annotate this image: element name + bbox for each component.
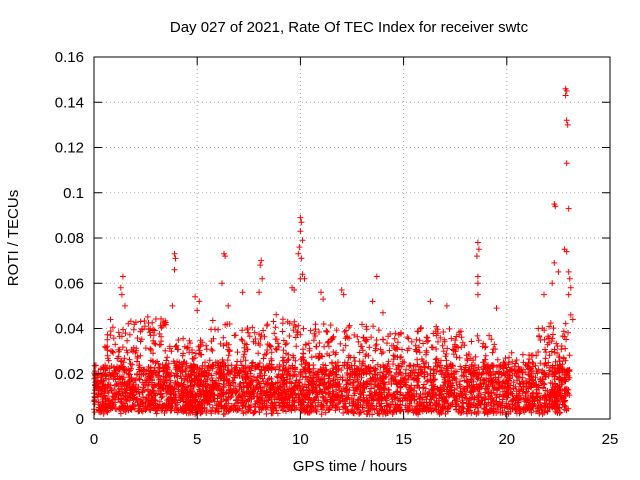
x-tick-label: 0 [90, 431, 98, 448]
y-tick-label: 0.14 [55, 94, 84, 111]
axis-ticks: 0 0.02 0.04 0.06 0.08 0.1 0.12 0.14 0.16 0 5 10 15 20… [55, 49, 619, 448]
x-axis-label: GPS time / hours [293, 458, 407, 475]
y-axis-label: ROTI / TECUs [5, 190, 22, 286]
y-tick-label: 0.12 [55, 140, 84, 157]
chart-title: Day 027 of 2021, Rate Of TEC Index for r… [170, 19, 529, 36]
x-tick-label: 25 [602, 431, 619, 448]
y-tick-label: 0.16 [55, 49, 84, 66]
y-tick-label: 0.08 [55, 230, 84, 247]
x-tick-label: 10 [292, 431, 309, 448]
grid-lines [94, 57, 610, 419]
x-tick-label: 20 [498, 431, 515, 448]
x-tick-label: 15 [395, 431, 412, 448]
y-tick-label: 0 [76, 411, 84, 428]
x-tick-label: 5 [193, 431, 201, 448]
y-tick-label: 0.06 [55, 275, 84, 292]
y-tick-label: 0.02 [55, 366, 84, 383]
roti-point-markers [91, 85, 576, 418]
y-tick-label: 0.1 [63, 185, 84, 202]
plot-frame [93, 56, 611, 420]
y-tick-label: 0.04 [55, 321, 84, 338]
data-points [91, 85, 576, 418]
